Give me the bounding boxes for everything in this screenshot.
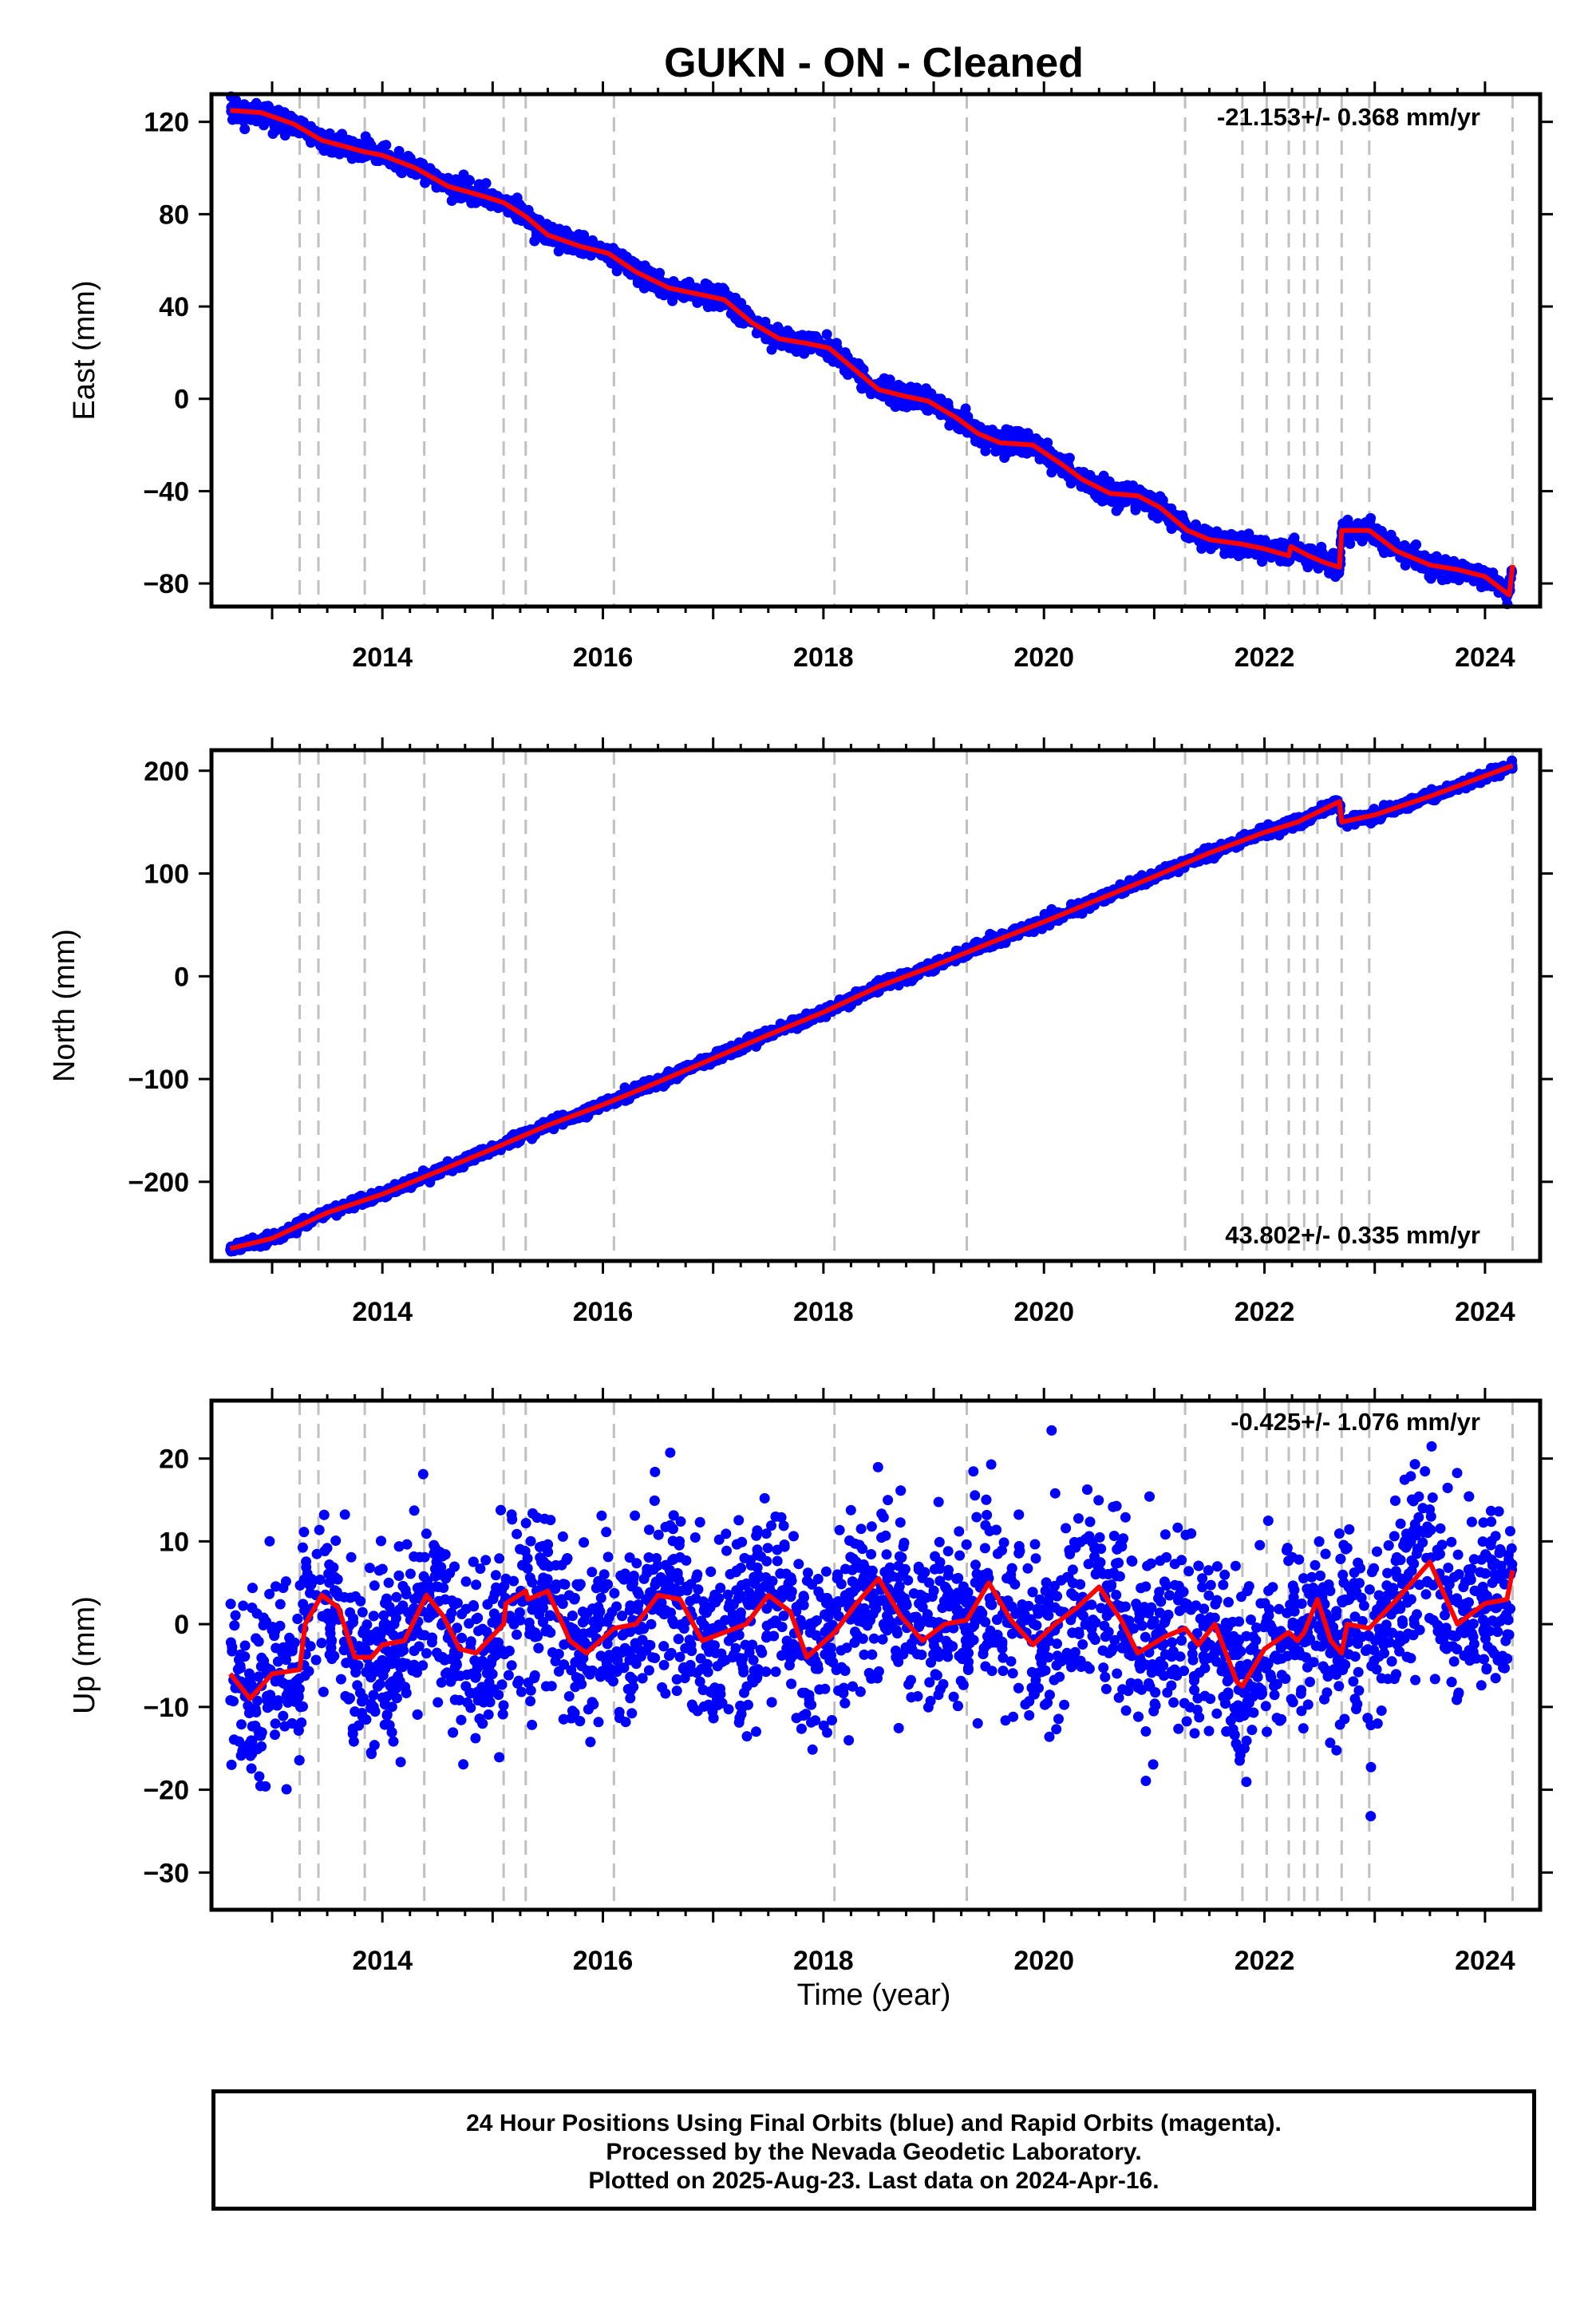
x-tick-label: 2014 <box>352 642 413 673</box>
x-tick-label: 2022 <box>1235 642 1295 673</box>
data-point <box>856 383 867 394</box>
data-point <box>821 329 832 340</box>
data-point <box>263 101 274 112</box>
chart-title: GUKN - ON - Cleaned <box>664 40 1084 86</box>
data-point <box>228 112 239 123</box>
data-point <box>458 169 469 180</box>
data-point <box>273 105 284 116</box>
y-tick-label: 120 <box>144 108 189 138</box>
x-tick-label: 2018 <box>793 642 854 673</box>
y-tick-label: 0 <box>174 385 189 415</box>
data-point <box>377 141 388 152</box>
x-tick-label: 2016 <box>573 642 634 673</box>
data-point <box>1013 425 1025 437</box>
data-point <box>579 230 590 241</box>
data-point <box>1409 540 1420 551</box>
data-point <box>1096 496 1108 507</box>
data-point <box>901 401 912 413</box>
y-tick-label: −40 <box>143 476 189 507</box>
y-tick-label: −80 <box>143 569 189 599</box>
panel-east: 2014 2016 2018 2020 2022 2024 −80 −40 0 40 80 120 Ea… <box>68 81 1553 673</box>
data-point <box>923 387 934 398</box>
data-point <box>393 145 405 156</box>
data-point <box>879 373 890 384</box>
data-point <box>1002 447 1013 458</box>
data-point <box>560 225 571 236</box>
data-point <box>1399 539 1410 551</box>
data-point <box>1111 505 1122 516</box>
data-point <box>1098 470 1109 481</box>
data-point <box>480 178 492 189</box>
y-tick-label: 80 <box>159 200 189 230</box>
data-point <box>239 124 251 135</box>
data-point <box>1064 453 1075 464</box>
rate-label: -21.153+/- 0.368 mm/yr <box>1217 103 1480 131</box>
panel-north: 2014 2016 2018 2020 2022 2024−200−1000100200N… <box>48 737 1553 1327</box>
data-point <box>587 235 598 246</box>
data-point <box>766 344 777 355</box>
data-point <box>529 235 540 247</box>
data-point <box>395 167 406 178</box>
data-point <box>1342 514 1353 525</box>
data-point <box>1425 573 1436 584</box>
data-point <box>994 429 1005 440</box>
y-tick-label: 40 <box>159 292 189 322</box>
data-point <box>420 177 431 188</box>
x-tick-label: 2024 <box>1455 642 1515 673</box>
data-point <box>1020 446 1031 457</box>
data-point <box>275 123 286 134</box>
y-axis-label: East (mm) <box>68 280 101 420</box>
data-point <box>1030 433 1041 444</box>
data-point <box>714 302 725 313</box>
data-point <box>1448 555 1460 567</box>
x-tick-label: 2020 <box>1013 642 1074 673</box>
